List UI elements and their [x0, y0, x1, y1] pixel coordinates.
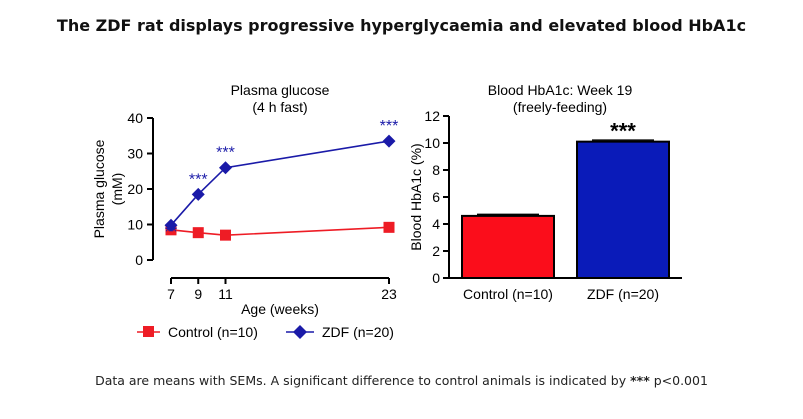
y-tick-label: 10: [424, 135, 440, 151]
footnote: Data are means with SEMs. A significant …: [0, 373, 803, 388]
footnote-text: Data are means with SEMs. A significant …: [95, 373, 631, 388]
y-tick-label: 6: [432, 189, 440, 205]
line-chart-title: Plasma glucose: [231, 82, 330, 98]
significance-marker: ***: [216, 145, 235, 162]
y-tick-label: 2: [432, 243, 440, 259]
significance-marker: **: [165, 224, 177, 241]
legend-zdf-label: ZDF (n=20): [322, 324, 394, 340]
zdf-point: [219, 161, 232, 175]
y-tick-label: 40: [127, 110, 143, 126]
significance-marker: ***: [380, 118, 399, 135]
series-line-control: [170, 226, 390, 236]
y-tick-label: 20: [127, 181, 143, 197]
zdf-point: [164, 218, 178, 232]
y-tick-label: 4: [432, 216, 440, 232]
footnote-significance: ***: [630, 373, 650, 388]
y-tick-label: 0: [432, 270, 440, 286]
significance-marker: ***: [189, 171, 208, 188]
zdf-point: [191, 187, 205, 201]
category-label: ZDF (n=20): [587, 286, 659, 302]
legend-control-label: Control (n=10): [168, 324, 258, 340]
bar-chart-ylabel: Blood HbA1c (%): [408, 143, 424, 250]
footnote-pvalue: p<0.001: [649, 373, 708, 388]
zdf-point: [382, 134, 396, 148]
x-tick-label: 23: [381, 286, 397, 302]
control-point: [220, 229, 231, 241]
bar-control: [461, 214, 555, 279]
y-tick-label: 30: [127, 146, 143, 162]
legend-control-marker: [143, 326, 154, 337]
series-line-zdf: [170, 140, 390, 226]
bar-chart-subtitle: (freely-feeding): [513, 99, 607, 115]
line-chart-ylabel-unit: (mM): [109, 173, 125, 206]
control-point: [192, 227, 204, 239]
x-tick-label: 11: [218, 286, 233, 302]
bar-zdf: [576, 140, 670, 279]
category-label: Control (n=10): [463, 286, 553, 302]
significance-marker: ***: [610, 119, 636, 144]
y-tick-label: 0: [135, 252, 143, 268]
line-chart-subtitle: (4 h fast): [252, 99, 307, 115]
y-tick-label: 10: [127, 217, 143, 233]
line-chart-xlabel: Age (weeks): [241, 301, 319, 317]
y-tick-label: 12: [424, 108, 440, 124]
control-point: [383, 221, 395, 233]
figure-title: The ZDF rat displays progressive hypergl…: [56, 16, 747, 35]
bar-chart-title: Blood HbA1c: Week 19: [488, 82, 633, 98]
x-tick-label: 9: [194, 286, 202, 302]
y-tick-label: 8: [432, 162, 440, 178]
legend-zdf-marker: [293, 325, 307, 339]
x-tick-label: 7: [167, 286, 175, 302]
legend: Control (n=10) ZDF (n=20): [137, 324, 394, 340]
line-chart-ylabel: Plasma glucose: [91, 139, 107, 238]
